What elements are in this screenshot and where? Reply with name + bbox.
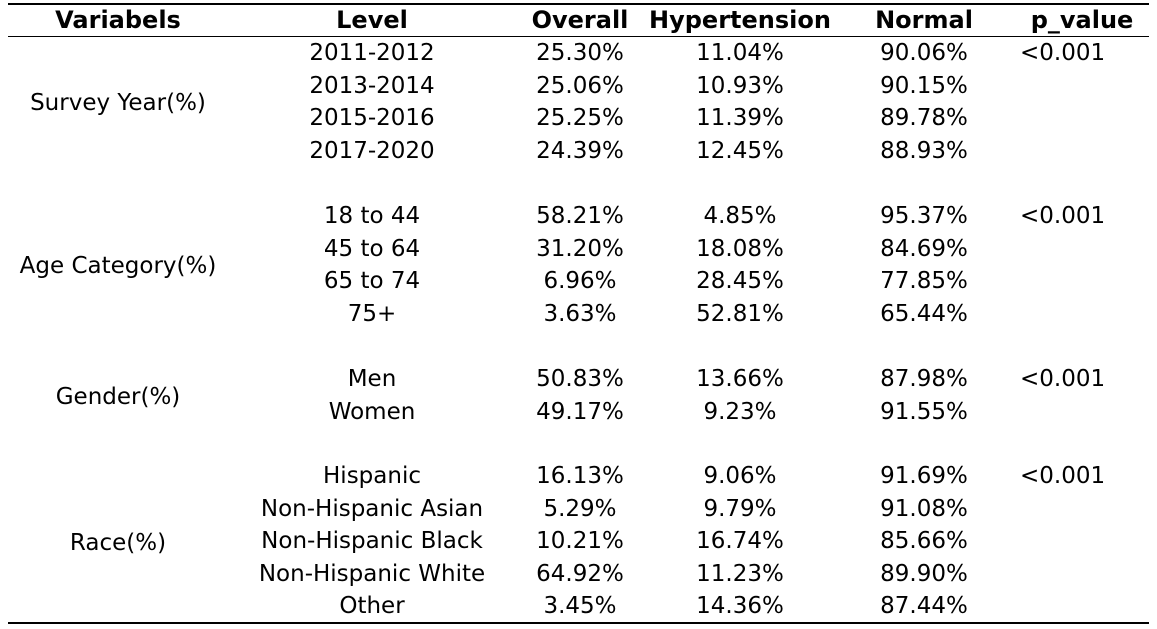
overall-cell: 6.96% xyxy=(543,268,617,295)
overall-cell: 3.63% xyxy=(543,300,617,327)
normal-cell: 77.85% xyxy=(880,268,968,295)
overall-cell: 25.25% xyxy=(536,105,624,132)
header-overall: Overall xyxy=(531,6,629,34)
hypertension-cell: 12.45% xyxy=(696,137,784,164)
normal-cell: 89.90% xyxy=(880,560,968,587)
header-level: Level xyxy=(336,6,408,34)
overall-cell: 25.06% xyxy=(536,72,624,99)
variable-label: Survey Year(%) xyxy=(30,90,206,117)
overall-cell: 58.21% xyxy=(536,203,624,229)
normal-cell: 95.37% xyxy=(880,203,968,229)
level-cell: Men xyxy=(347,366,397,392)
level-cell: Non-Hispanic Black xyxy=(261,528,483,555)
normal-cell: 85.66% xyxy=(880,528,968,555)
overall-cell: 49.17% xyxy=(536,398,624,425)
header-hypertension: Hypertension xyxy=(649,6,831,34)
level-cell: Non-Hispanic White xyxy=(258,560,486,587)
overall-cell: 31.20% xyxy=(536,235,624,262)
overall-cell: 16.13% xyxy=(536,463,624,489)
normal-cell: 91.69% xyxy=(880,463,968,489)
normal-cell: 88.93% xyxy=(880,137,968,164)
variable-label: Gender(%) xyxy=(55,383,181,410)
level-cell: 2017-2020 xyxy=(309,137,435,164)
level-cell: 75+ xyxy=(347,300,397,327)
header-rule xyxy=(8,36,1149,37)
overall-cell: 5.29% xyxy=(543,495,617,522)
normal-cell: 89.78% xyxy=(880,105,968,132)
overall-cell: 3.45% xyxy=(543,593,617,620)
p-value-cell: <0.001 xyxy=(1020,40,1106,66)
normal-cell: 65.44% xyxy=(880,300,968,327)
hypertension-cell: 4.85% xyxy=(703,203,777,229)
header-normal: Normal xyxy=(875,6,973,34)
hypertension-cell: 14.36% xyxy=(696,593,784,620)
level-cell: Non-Hispanic Asian xyxy=(260,495,484,522)
overall-cell: 10.21% xyxy=(536,528,624,555)
normal-cell: 90.15% xyxy=(880,72,968,99)
header-variables: Variabels xyxy=(55,6,181,34)
normal-cell: 84.69% xyxy=(880,235,968,262)
hypertension-cell: 9.06% xyxy=(703,463,777,489)
normal-cell: 87.98% xyxy=(880,366,968,392)
level-cell: Hispanic xyxy=(323,463,421,489)
normal-cell: 90.06% xyxy=(880,40,968,66)
hypertension-cell: 11.39% xyxy=(696,105,784,132)
overall-cell: 50.83% xyxy=(536,366,624,392)
level-cell: Women xyxy=(328,398,416,425)
normal-cell: 91.08% xyxy=(880,495,968,522)
level-cell: 65 to 74 xyxy=(323,268,421,295)
hypertension-cell: 16.74% xyxy=(696,528,784,555)
bottom-rule xyxy=(8,622,1149,624)
normal-cell: 91.55% xyxy=(880,398,968,425)
header-p-value: p_value xyxy=(1030,6,1134,34)
overall-cell: 24.39% xyxy=(536,137,624,164)
normal-cell: 87.44% xyxy=(880,593,968,620)
level-cell: 45 to 64 xyxy=(323,235,421,262)
hypertension-cell: 9.23% xyxy=(703,398,777,425)
hypertension-cell: 52.81% xyxy=(696,300,784,327)
hypertension-cell: 9.79% xyxy=(703,495,777,522)
p-value-cell: <0.001 xyxy=(1020,463,1106,489)
level-cell: 2011-2012 xyxy=(309,40,435,66)
level-cell: Other xyxy=(339,593,405,620)
variable-label: Race(%) xyxy=(69,529,167,556)
level-cell: 2013-2014 xyxy=(309,72,435,99)
overall-cell: 25.30% xyxy=(536,40,624,66)
p-value-cell: <0.001 xyxy=(1020,366,1106,392)
hypertension-cell: 11.04% xyxy=(696,40,784,66)
hypertension-cell: 10.93% xyxy=(696,72,784,99)
hypertension-cell: 13.66% xyxy=(696,366,784,392)
level-cell: 2015-2016 xyxy=(309,105,435,132)
overall-cell: 64.92% xyxy=(536,560,624,587)
p-value-cell: <0.001 xyxy=(1020,203,1106,229)
level-cell: 18 to 44 xyxy=(323,203,421,229)
hypertension-cell: 28.45% xyxy=(696,268,784,295)
hypertension-cell: 11.23% xyxy=(696,560,784,587)
variable-label: Age Category(%) xyxy=(19,253,217,280)
hypertension-cell: 18.08% xyxy=(696,235,784,262)
top-rule xyxy=(8,3,1149,5)
